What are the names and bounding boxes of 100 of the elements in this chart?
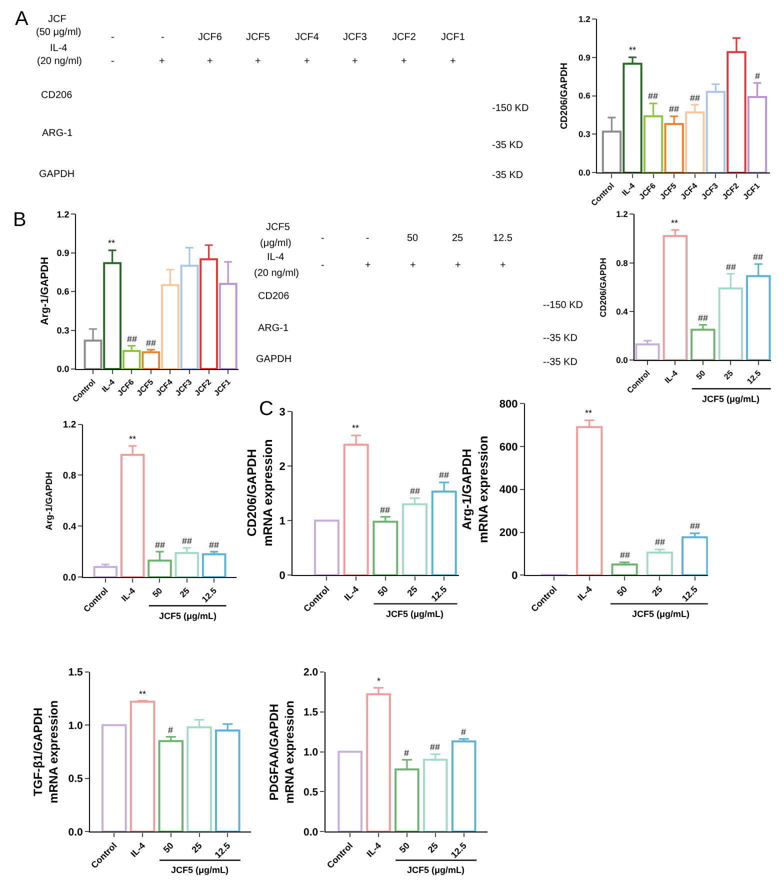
x-tick-label: IL-4 (663, 368, 680, 386)
y-tick-label: 0.9 (578, 52, 591, 62)
annotation: ** (585, 408, 592, 418)
text: + (401, 56, 407, 67)
annotation: ## (690, 93, 700, 103)
text: CD206 (41, 90, 73, 101)
annotation: ## (753, 252, 764, 262)
text: --150 KD (543, 300, 584, 311)
x-axis-title: JCF5 (μg/mL) (407, 865, 465, 875)
y-tick-label: 1.2 (56, 209, 70, 220)
annotation: ## (127, 334, 138, 344)
x-tick-label: IL-4 (576, 584, 594, 603)
y-tick-label: 600 (499, 441, 518, 454)
annotation: ## (669, 104, 680, 114)
y-tick-label: 0.5 (304, 786, 318, 798)
y-tick-label: 0.0 (616, 355, 628, 366)
text: + (450, 56, 456, 67)
y-tick-label: 2 (279, 460, 286, 473)
text: GAPDH (39, 169, 75, 180)
text: JCF1 (441, 32, 466, 43)
text: JCF5 (266, 222, 290, 233)
x-tick-label: 50 (397, 840, 412, 855)
y-tick-label: 1 (279, 515, 286, 528)
text: (50 μg/ml) (36, 27, 82, 38)
text: + (304, 56, 310, 67)
annotation: ## (380, 505, 390, 515)
annotation: ## (410, 486, 420, 496)
text: JCF (48, 14, 66, 25)
text: --35 KD (543, 333, 578, 344)
x-axis-title: JCF5 (μg/mL) (702, 394, 760, 404)
text: + (207, 56, 213, 67)
annotation: ** (352, 423, 360, 433)
annotation: ## (430, 742, 440, 752)
text: IL-4 (50, 43, 68, 54)
text: ARG-1 (258, 323, 289, 334)
annotation: ** (629, 45, 636, 55)
y-tick-label: 800 (499, 398, 518, 410)
text: - (321, 260, 324, 271)
annotation: ** (129, 434, 136, 444)
x-tick-label: 50 (614, 584, 630, 598)
text: B (13, 209, 26, 231)
annotation: ## (209, 540, 220, 550)
y-tick-label: 0.0 (56, 364, 70, 374)
text: -35 KD (492, 140, 524, 151)
y-axis-title: TGF-β1/GAPDH mRNA expression (30, 700, 60, 804)
text: C (259, 398, 274, 420)
text: A (15, 8, 29, 30)
y-tick-label: 0.6 (578, 90, 591, 101)
text: 25 (452, 233, 464, 244)
y-axis-title: CD206/GAPDH mRNA expression (244, 439, 276, 546)
text: - (111, 32, 114, 43)
text: 12.5 (493, 233, 513, 244)
y-tick-label: 1.2 (62, 420, 76, 431)
text: (20 ng/ml) (37, 56, 82, 67)
text: - (321, 233, 324, 244)
text: GAPDH (256, 354, 292, 365)
x-tick-label: 50 (161, 840, 176, 855)
x-tick-label: 25 (178, 585, 192, 600)
y-tick-label: 200 (499, 527, 518, 540)
annotation: # (404, 748, 410, 758)
y-tick-label: 0.4 (62, 522, 77, 533)
y-tick-label: 3 (279, 406, 286, 418)
text: + (410, 260, 416, 271)
y-tick-label: 1.0 (304, 746, 318, 758)
text: + (500, 260, 506, 271)
annotation: ## (155, 540, 166, 550)
annotation: ** (108, 238, 116, 248)
y-tick-label: 0.6 (56, 286, 70, 297)
x-tick-label: IL-4 (100, 377, 117, 394)
text: + (352, 56, 358, 67)
annotation: # (168, 725, 174, 735)
annotation: ## (146, 338, 156, 348)
annotation: ## (726, 262, 736, 272)
annotation: ## (690, 521, 700, 531)
x-tick-label: IL-4 (119, 585, 138, 604)
y-axis-title: PDGFAA/GAPDH mRNA expression (267, 700, 297, 804)
x-tick-label: 25 (650, 584, 664, 598)
y-tick-label: 0.3 (578, 129, 591, 140)
annotation: ** (139, 689, 146, 699)
y-axis-title: CD206/GAPDH (558, 62, 570, 130)
text: --35 KD (543, 357, 578, 368)
text: + (255, 56, 261, 67)
x-tick-label: 25 (405, 584, 420, 598)
text: + (159, 56, 165, 67)
x-tick-label: IL-4 (128, 840, 148, 859)
text: (μg/ml) (260, 238, 292, 249)
text: - (161, 32, 164, 43)
annotation: ## (655, 537, 666, 547)
x-axis-title: JCF5 (μg/mL) (171, 865, 229, 875)
annotation: * (377, 676, 381, 686)
y-axis-title: Arg-1/GAPDH (44, 472, 54, 530)
y-tick-label: 0.3 (56, 325, 70, 336)
y-tick-label: 0 (512, 570, 518, 582)
y-axis-title: Arg-1/GAPDH (39, 256, 52, 326)
annotation: ## (439, 470, 450, 480)
annotation: ** (671, 218, 678, 228)
x-tick-label: 25 (722, 368, 736, 382)
x-axis-title: JCF5 (μg/mL) (386, 609, 444, 619)
y-axis-title: Arg-1/GAPDH mRNA expression (460, 436, 490, 543)
x-tick-label: 25 (190, 840, 204, 855)
